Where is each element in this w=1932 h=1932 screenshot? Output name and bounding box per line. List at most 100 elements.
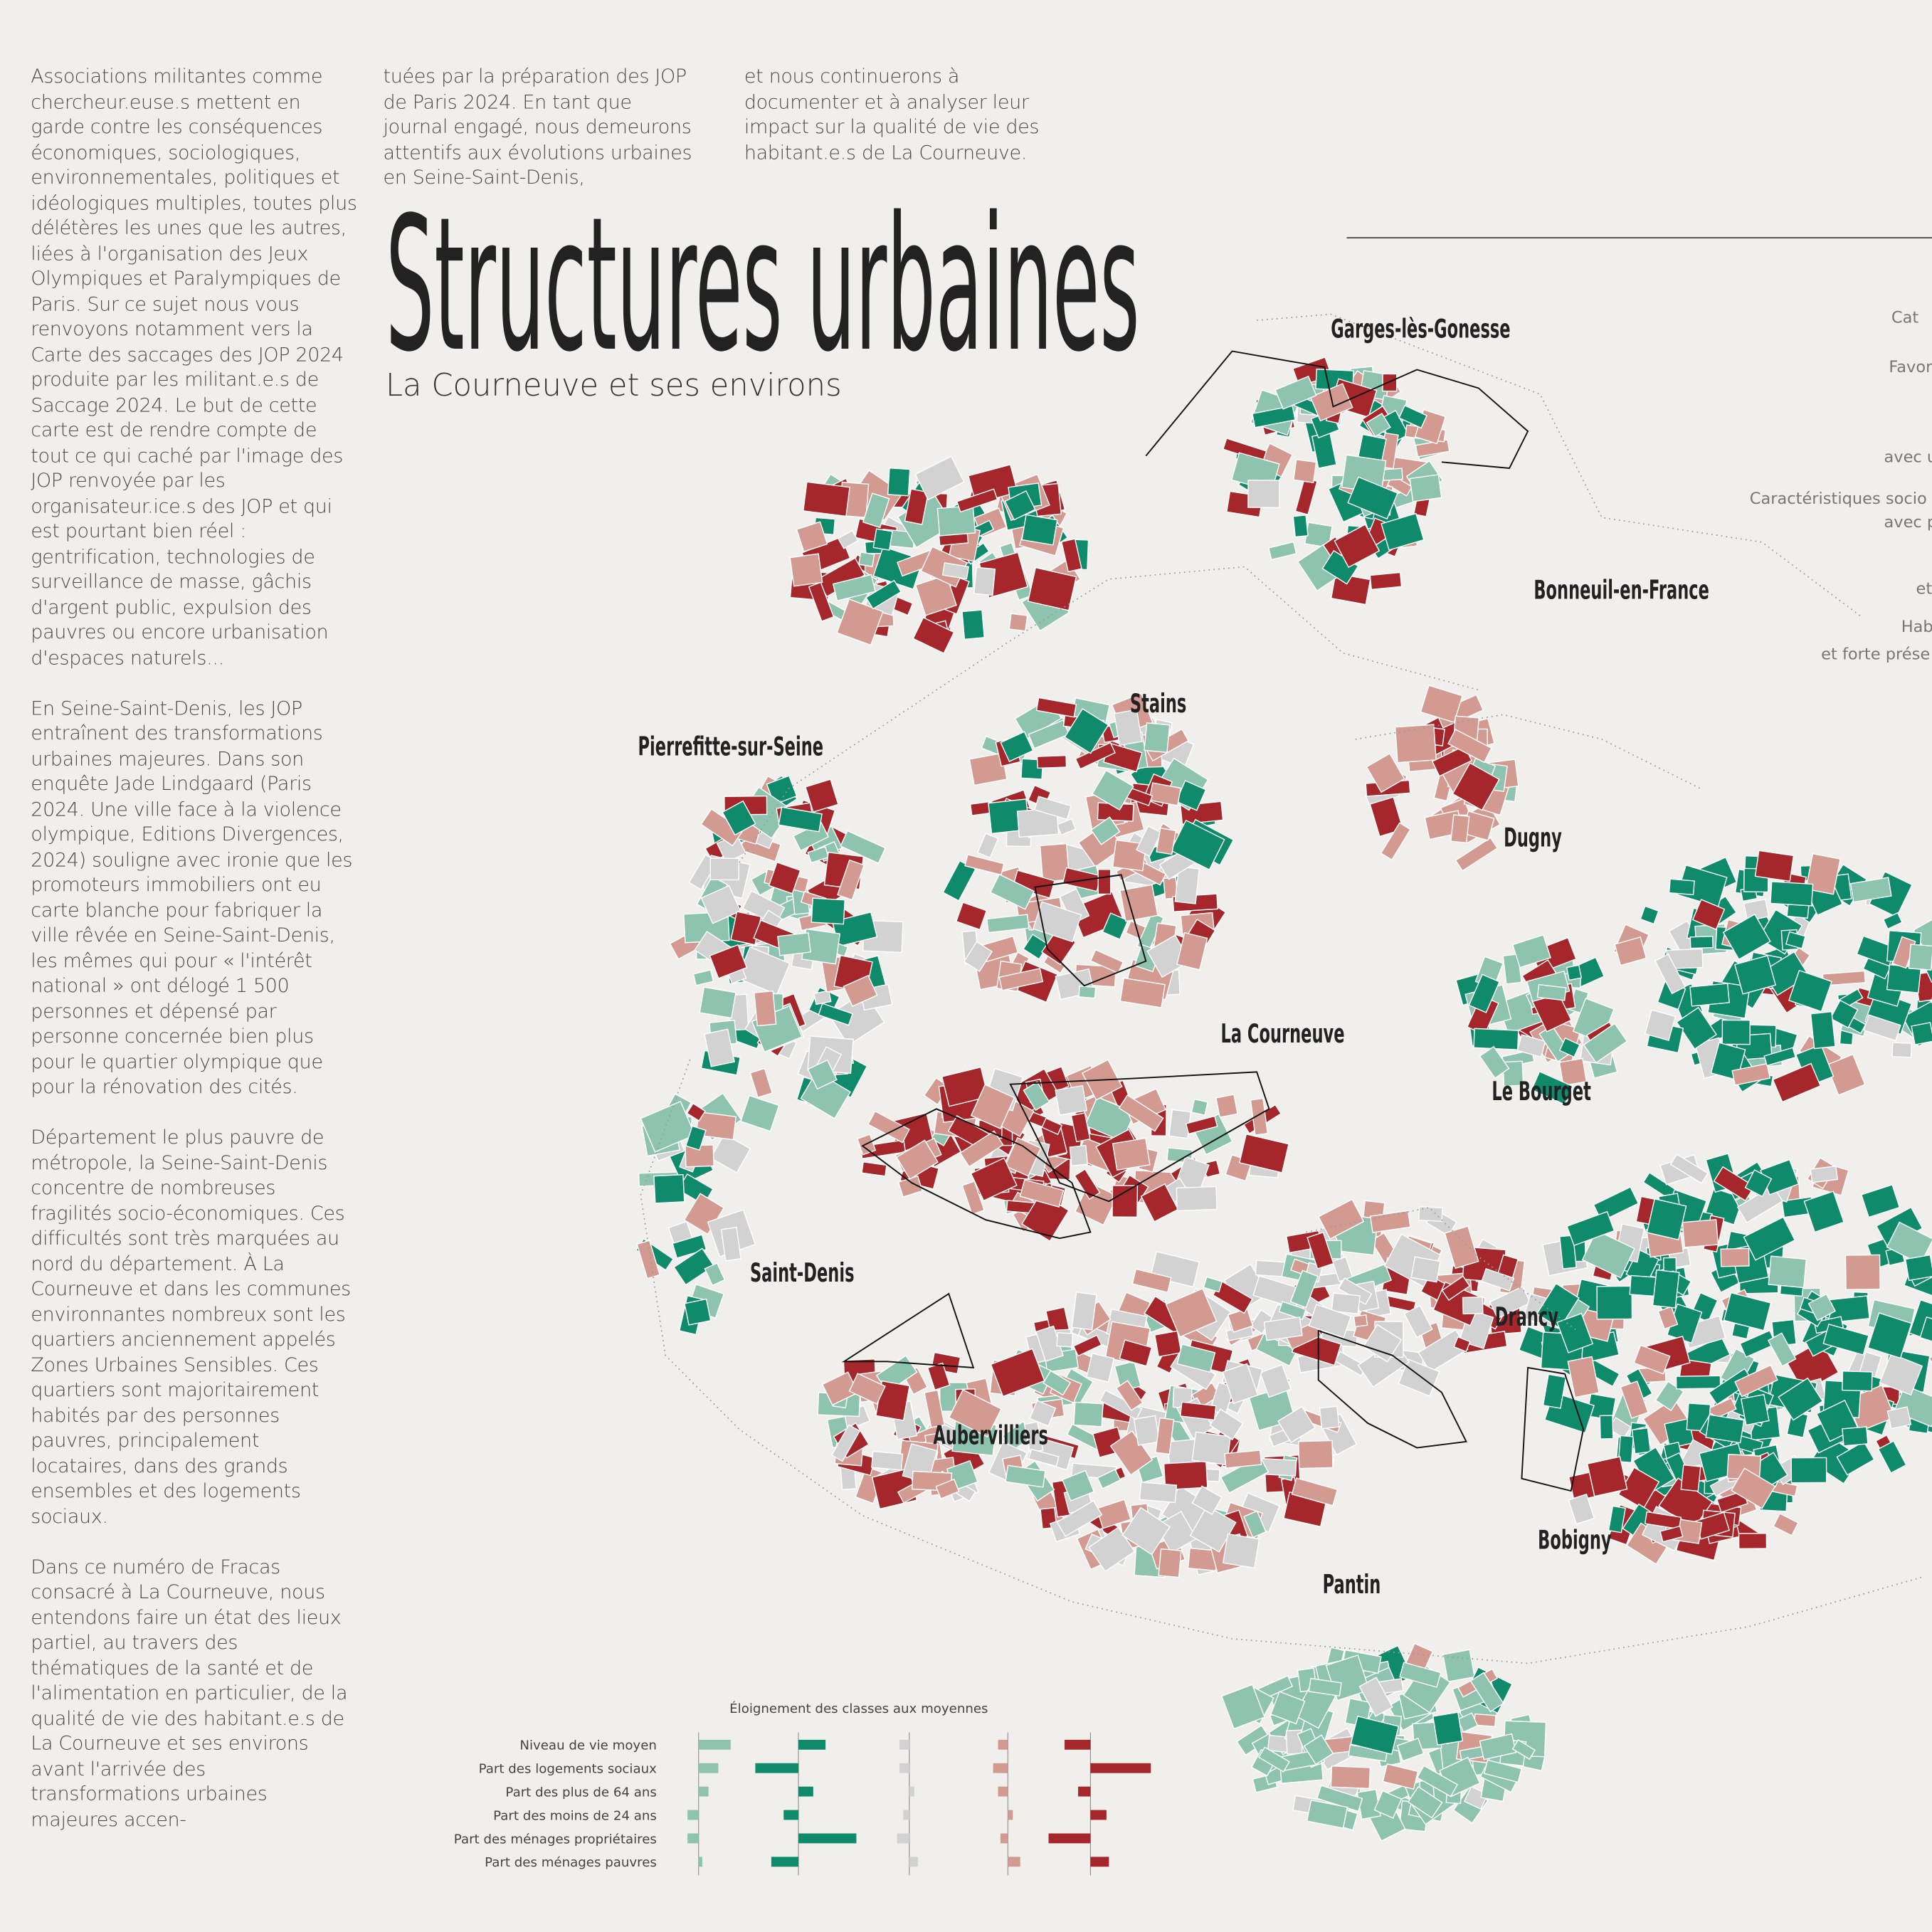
map-block — [1908, 944, 1932, 971]
map-block — [1215, 1094, 1238, 1118]
bar — [903, 1810, 909, 1820]
map-block — [1743, 898, 1770, 922]
map-block — [686, 1102, 706, 1122]
map-block — [1306, 1799, 1348, 1829]
map-block — [640, 1100, 696, 1153]
map-block — [1399, 1662, 1442, 1688]
map-block — [963, 941, 993, 972]
title-wrap: Structures urbaines — [386, 176, 1140, 392]
place-wrap: Saint-Denis — [750, 1258, 855, 1288]
row-label: Part des ménages propriétaires — [454, 1832, 657, 1847]
side-legend-text: et — [1916, 580, 1932, 598]
bar — [1000, 1833, 1008, 1844]
map-block — [1165, 1287, 1218, 1338]
map-block — [1785, 931, 1806, 949]
map-block — [1441, 1275, 1471, 1302]
map-block — [1867, 1312, 1913, 1359]
bar — [1065, 1739, 1091, 1750]
map-block — [1263, 1316, 1303, 1341]
paragraph: Dans ce numéro de Fracas consacré à La C… — [31, 1556, 348, 1831]
map-block — [871, 1450, 904, 1471]
map-block — [1140, 1183, 1179, 1223]
place-wrap: Bonneuil-en-France — [1534, 576, 1709, 606]
map-block — [1473, 1028, 1519, 1050]
map-block — [1179, 1401, 1217, 1421]
map-block — [837, 529, 859, 549]
place-wrap: Stains — [1130, 689, 1186, 719]
map-block — [1516, 1034, 1546, 1058]
map-block — [730, 911, 762, 946]
place-wrap: Garges-lès-Gonesse — [1331, 315, 1510, 344]
map-block — [1689, 936, 1714, 949]
map-block — [1919, 1316, 1932, 1345]
map-block — [1096, 1499, 1131, 1529]
map-block — [1115, 1380, 1144, 1411]
map-block — [1330, 1765, 1371, 1790]
map-block — [1064, 708, 1109, 754]
map-block — [1842, 1426, 1869, 1447]
map-block — [1511, 1739, 1536, 1761]
map-block — [1176, 1344, 1216, 1373]
side-legend-text: Cat — [1891, 309, 1918, 327]
map-block — [704, 1262, 726, 1287]
map-block — [1056, 1499, 1103, 1537]
map-block — [1075, 741, 1116, 770]
map-block — [1654, 953, 1686, 995]
map-block — [1447, 729, 1492, 764]
map-block — [1614, 936, 1647, 966]
map-block — [1763, 1047, 1797, 1067]
map-block — [1904, 1254, 1932, 1282]
map-block — [1317, 1198, 1365, 1240]
map-block — [1882, 912, 1903, 930]
map-block — [1319, 1405, 1340, 1430]
map-block — [1773, 1513, 1799, 1536]
map-block — [1252, 405, 1296, 428]
bar — [1008, 1810, 1013, 1820]
bar — [1090, 1857, 1109, 1867]
map-block — [1398, 404, 1428, 429]
map-block — [1659, 1525, 1684, 1543]
map-block — [1298, 1440, 1334, 1469]
map-block — [1596, 1285, 1633, 1320]
paragraph: En Seine-Saint-Denis, les JOP entraînent… — [31, 697, 353, 1098]
map-block — [1410, 1256, 1441, 1283]
map-block — [1680, 1464, 1701, 1492]
map-block — [673, 1247, 715, 1286]
map-block — [1035, 697, 1077, 718]
map-block — [1599, 1415, 1614, 1440]
map-block — [1004, 490, 1036, 521]
map-block — [1008, 613, 1028, 632]
place-wrap: La Courneuve — [1221, 1019, 1345, 1049]
place-wrap: Bobigny — [1538, 1526, 1612, 1556]
map-block — [1176, 1186, 1218, 1212]
map-block — [1308, 1677, 1342, 1697]
map-block — [1736, 1185, 1783, 1224]
map-block — [970, 1084, 1015, 1130]
map-block — [1566, 964, 1582, 981]
map-block — [1396, 1737, 1425, 1762]
place-label: Pierrefitte-sur-Seine — [638, 732, 823, 762]
map-block — [1723, 1292, 1772, 1331]
map-block — [811, 897, 846, 925]
map-block — [1118, 1094, 1164, 1132]
map-block — [897, 1175, 924, 1198]
place-label: La Courneuve — [1221, 1019, 1345, 1049]
map-block — [1382, 468, 1403, 482]
place-wrap: Pantin — [1323, 1570, 1381, 1600]
place-label: Drancy — [1495, 1303, 1558, 1333]
map-block — [1292, 514, 1309, 538]
map-block — [1121, 1506, 1171, 1556]
map-block — [1112, 1137, 1151, 1171]
map-block — [1158, 1548, 1182, 1578]
place-wrap: Drancy — [1495, 1303, 1558, 1333]
map-block — [1675, 1375, 1721, 1390]
map-block — [796, 521, 828, 553]
map-block — [807, 1059, 838, 1090]
map-block — [1112, 1185, 1139, 1218]
map-block — [1407, 1785, 1443, 1819]
map-block — [1877, 1440, 1907, 1474]
map-block — [1418, 1205, 1443, 1223]
map-block — [636, 1240, 660, 1279]
map-block — [1556, 1312, 1594, 1353]
map-block — [1041, 1117, 1063, 1136]
